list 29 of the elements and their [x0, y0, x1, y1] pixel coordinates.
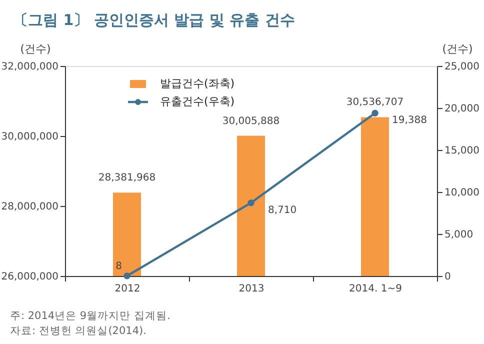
point — [248, 199, 254, 206]
y2-tick-label: 10,000 — [444, 188, 480, 198]
point — [124, 272, 130, 280]
data-label: 30,005,888 — [222, 116, 280, 127]
data-label: 30,536,707 — [346, 97, 404, 108]
point — [372, 110, 378, 116]
data-label: 28,381,968 — [98, 172, 156, 184]
y2-tick-label: 20,000 — [444, 104, 480, 114]
data-label: 19,388 — [392, 115, 427, 126]
y-axis-title: (건수) — [20, 42, 51, 56]
text: 주: 2014년은 9월까지만 집계됨. — [10, 310, 170, 322]
x-tick-label: 2012 — [114, 284, 140, 294]
y2-tick-label: 0 — [444, 272, 451, 282]
y-tick-label: 30,000,000 — [1, 132, 58, 142]
x-tick-label: 2013 — [238, 284, 264, 294]
y2-tick-label: 5,000 — [444, 230, 474, 240]
y2-axis-title: (건수) — [442, 42, 473, 56]
text: 자료: 전병헌 의원실(2014). — [10, 325, 146, 337]
y-tick-label: 26,000,000 — [1, 272, 58, 282]
y2-tick-label: 25,000 — [444, 62, 480, 72]
y-tick-label: 32,000,000 — [1, 62, 58, 72]
legend-label: 유출건수(우축) — [160, 95, 235, 108]
x-tick-label: 2014. 1~9 — [349, 284, 402, 294]
y-tick-label: 28,000,000 — [1, 202, 58, 212]
data-label: 8 — [116, 260, 122, 272]
legend-label: 발급건수(좌축) — [160, 77, 235, 90]
chart-title: 〔그림 1〕 공인인증서 발급 및 유출 건수 — [13, 11, 295, 29]
data-label: 8,710 — [268, 204, 297, 216]
y2-tick-label: 15,000 — [444, 146, 480, 156]
